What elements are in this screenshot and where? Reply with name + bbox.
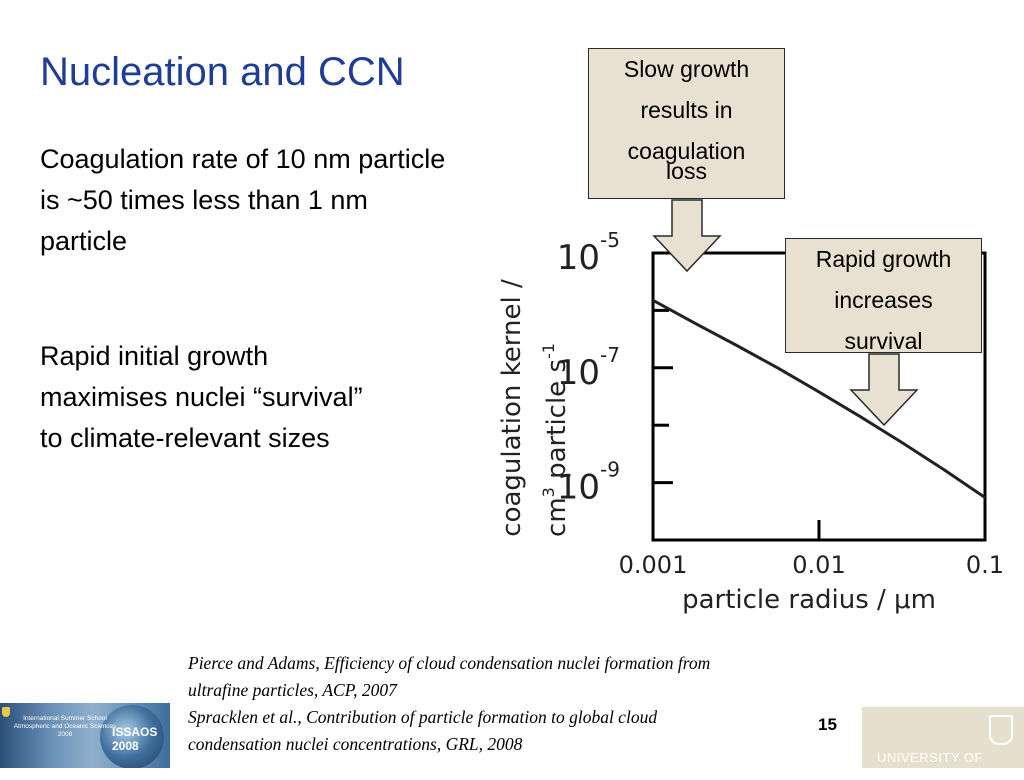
university-name: UNIVERSITY OF LEEDS [877, 750, 983, 780]
reference-line: ultrafine particles, ACP, 2007 [188, 680, 397, 700]
y-axis-label-line1: coagulation kernel / [497, 279, 527, 537]
callout-slow-line: coagulation [627, 138, 746, 164]
slow-growth-arrow [652, 199, 722, 273]
issaos-logo-text: International Summer School Atmospheric … [13, 715, 117, 738]
x-tick-label: 0.01 [792, 551, 845, 579]
university-logo: UNIVERSITY OF LEEDS [862, 707, 1024, 780]
shield-icon [2, 707, 10, 717]
rapid-growth-arrow [849, 353, 919, 427]
x-tick-label: 0.1 [966, 551, 1004, 579]
callout-rapid-line: Rapid growth [815, 246, 952, 272]
reference-line: Pierce and Adams, Efficiency of cloud co… [188, 653, 711, 673]
callout-rapid-growth: Rapid growth increases survival [785, 238, 982, 354]
globe-icon [100, 705, 164, 768]
callout-slow-line: results in [640, 97, 733, 123]
reference-line: Spracklen et al., Contribution of partic… [188, 707, 658, 727]
callout-slow-line: loss [666, 158, 707, 184]
coagulation-kernel-curve [652, 298, 986, 499]
x-axis-label: particle radius / μm [682, 585, 936, 615]
callout-rapid-line: increases [834, 287, 933, 313]
crest-icon [989, 715, 1013, 745]
callout-slow-line: Slow growth [623, 56, 750, 82]
issaos-logo: International Summer School Atmospheric … [0, 703, 170, 768]
callout-rapid-line: survival [844, 328, 923, 354]
bullet-rapid-growth: Rapid initial growth maximises nuclei “s… [40, 341, 363, 453]
x-tick-label: 0.001 [619, 551, 688, 579]
callout-slow-growth: Slow growth results in coagulation loss [588, 48, 785, 199]
reference-line: condensation nuclei concentrations, GRL,… [188, 734, 523, 754]
y-axis-label-line2: cm3 particle s-1 [539, 343, 572, 537]
page-number: 15 [818, 715, 837, 734]
references: Pierce and Adams, Efficiency of cloud co… [188, 650, 710, 758]
y-tick-label: 10-5 [557, 228, 620, 278]
bullet-coagulation-rate: Coagulation rate of 10 nm particle is ~5… [40, 144, 446, 256]
issaos-badge: ISSAOS 2008 [112, 725, 158, 753]
y-tick-label: 10-9 [557, 458, 620, 508]
y-tick-label: 10-7 [557, 343, 620, 393]
slide-title: Nucleation and CCN [40, 50, 405, 94]
